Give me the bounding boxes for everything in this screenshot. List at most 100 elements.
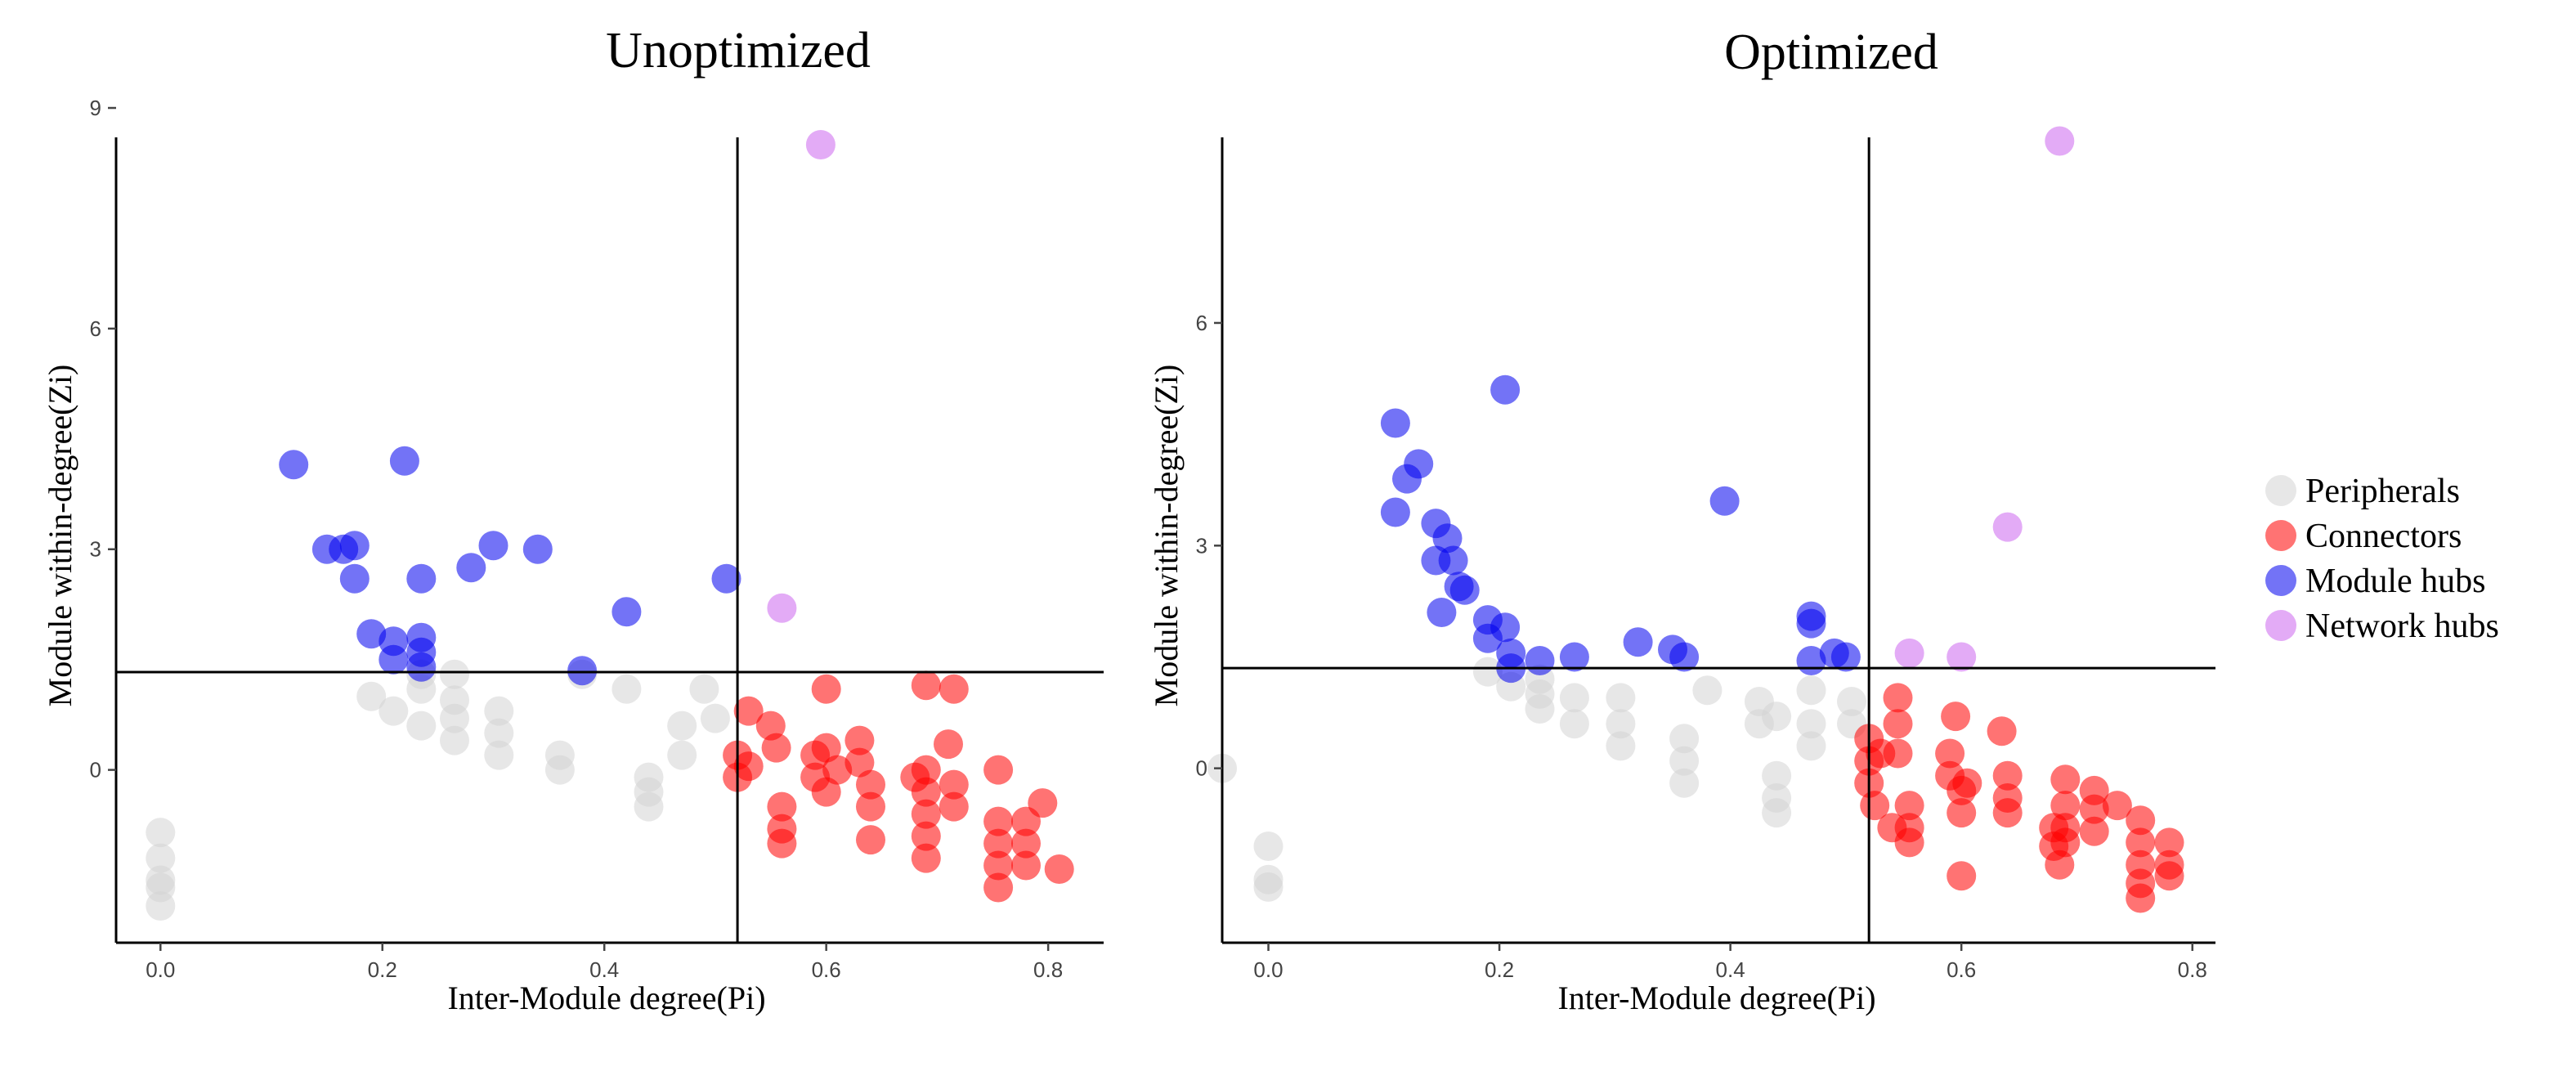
point-connectors <box>939 674 969 704</box>
point-module-hubs <box>522 534 553 564</box>
point-module-hubs <box>406 652 437 682</box>
point-peripherals <box>1669 724 1700 754</box>
point-module-hubs <box>339 563 370 594</box>
legend-key <box>2265 565 2296 596</box>
point-connectors <box>811 674 841 704</box>
point-connectors <box>2050 764 2081 795</box>
axes: 0.0 0.2 0.4 0.6 0.8 0 3 6 9 <box>90 96 1104 982</box>
point-connectors <box>983 850 1014 881</box>
point-module-hubs <box>612 597 642 627</box>
point-connectors <box>767 791 797 822</box>
point-peripherals <box>1253 832 1284 861</box>
point-peripherals <box>484 718 514 748</box>
y-tick-label: 0 <box>1196 756 1207 781</box>
point-connectors <box>811 733 841 763</box>
point-module-hubs <box>1380 408 1410 438</box>
point-peripherals <box>1762 798 1792 828</box>
point-connectors <box>2154 827 2184 858</box>
point-connectors <box>1883 709 1913 739</box>
point-module-hubs <box>456 553 486 583</box>
point-module-hubs <box>1669 642 1700 672</box>
point-connectors <box>761 733 791 763</box>
x-tick-label: 0.4 <box>1716 957 1745 982</box>
point-peripherals <box>1253 872 1284 902</box>
point-connectors <box>983 755 1014 785</box>
point-module-hubs <box>339 531 370 561</box>
x-axis-label: Inter-Module degree(Pi) <box>447 980 765 1016</box>
point-connectors <box>1992 798 2023 828</box>
x-tick-label: 0.2 <box>368 957 397 982</box>
point-connectors <box>1883 738 1913 769</box>
point-connectors <box>1894 791 1924 821</box>
x-tick-label: 0.8 <box>2178 957 2207 982</box>
point-connectors <box>856 769 885 800</box>
point-connectors <box>1941 702 1971 732</box>
point-connectors <box>811 777 841 807</box>
point-peripherals <box>1606 683 1636 713</box>
point-connectors <box>2126 827 2156 858</box>
point-connectors <box>1028 788 1058 818</box>
legend-label: Connectors <box>2305 518 2462 555</box>
point-module-hubs <box>1525 646 1555 675</box>
point-peripherals <box>484 696 514 726</box>
point-connectors <box>1952 768 1982 798</box>
point-module-hubs <box>379 644 409 675</box>
point-connectors <box>2050 827 2081 858</box>
point-peripherals <box>634 791 664 822</box>
point-connectors <box>1860 791 1890 821</box>
point-module-hubs <box>1796 608 1826 639</box>
point-connectors <box>733 696 764 726</box>
point-connectors <box>2050 791 2081 821</box>
point-module-hubs <box>1490 612 1521 643</box>
point-connectors <box>1894 827 1924 858</box>
point-connectors <box>767 828 797 859</box>
point-connectors <box>983 806 1014 836</box>
point-connectors <box>1011 850 1041 881</box>
y-axis-label: Module within-degree(Zi) <box>42 365 78 707</box>
point-module-hubs <box>1490 374 1521 405</box>
point-peripherals <box>440 659 469 689</box>
point-connectors <box>733 751 764 782</box>
point-peripherals <box>1669 746 1700 776</box>
y-tick-label: 6 <box>90 316 101 341</box>
point-connectors <box>911 843 941 873</box>
point-module-hubs <box>1559 642 1589 672</box>
point-connectors <box>934 729 963 760</box>
point-peripherals <box>700 703 730 733</box>
point-module-hubs <box>1380 497 1410 527</box>
point-module-hubs <box>711 563 741 594</box>
point-module-hubs <box>478 531 508 561</box>
x-tick-label: 0.4 <box>589 957 619 982</box>
point-peripherals <box>1762 760 1792 791</box>
point-peripherals <box>1669 768 1700 798</box>
point-peripherals <box>544 740 575 770</box>
point-connectors <box>1987 716 2017 746</box>
point-connectors <box>1044 854 1074 884</box>
point-network-hubs <box>805 130 836 159</box>
point-module-hubs <box>1449 575 1480 605</box>
point-network-hubs <box>1947 642 1977 672</box>
point-connectors <box>1947 798 1977 828</box>
legend-label: Network hubs <box>2305 607 2499 645</box>
y-tick-label: 6 <box>1196 311 1207 335</box>
point-connectors <box>856 791 885 822</box>
point-connectors <box>1935 738 1965 769</box>
x-tick-label: 0.8 <box>1033 957 1063 982</box>
point-peripherals <box>1796 709 1826 739</box>
point-module-hubs <box>1830 642 1861 672</box>
point-connectors <box>1011 828 1041 859</box>
point-peripherals <box>146 872 176 903</box>
point-peripherals <box>1837 687 1866 716</box>
point-connectors <box>911 670 941 701</box>
point-connectors <box>2079 816 2109 846</box>
point-peripherals <box>440 725 469 755</box>
point-peripherals <box>1606 709 1636 739</box>
point-connectors <box>844 725 875 755</box>
point-peripherals <box>484 740 514 770</box>
panel-title: Optimized <box>1724 25 1938 80</box>
legend-label: Module hubs <box>2305 563 2486 600</box>
point-peripherals <box>667 711 697 741</box>
point-connectors <box>1947 861 1977 891</box>
point-connectors <box>1992 760 2023 791</box>
scatter-points <box>1207 126 2184 913</box>
